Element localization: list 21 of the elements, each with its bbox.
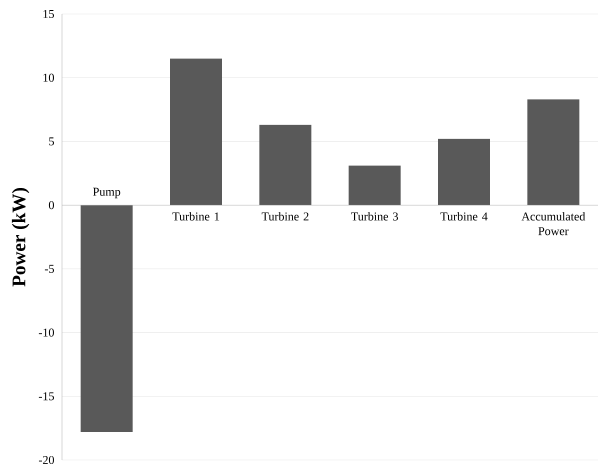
y-tick-label: 15 [43,10,54,18]
bar [348,166,401,206]
bar [80,205,133,432]
x-tick-label: Turbine 2 [262,212,308,221]
y-tick-label: -20 [38,456,54,464]
y-tick-label: 10 [43,74,54,82]
x-tick-label: Accumulated Power [521,212,586,236]
y-tick-label: -5 [44,264,54,273]
y-tick-label: 0 [48,201,54,210]
y-axis-title: Power (kW) [12,188,30,287]
bar [259,124,312,206]
bar [527,99,580,206]
y-tick-label: -15 [38,392,54,400]
x-tick-label: Turbine 1 [172,212,220,221]
x-tick-label: Turbine 3 [351,212,398,221]
bar [170,58,222,206]
x-tick-label: Turbine 4 [440,212,488,221]
x-tick-label: Pump [93,188,120,198]
bar [438,138,490,206]
y-tick-label: -10 [38,328,54,337]
y-tick-label: 5 [49,137,54,146]
